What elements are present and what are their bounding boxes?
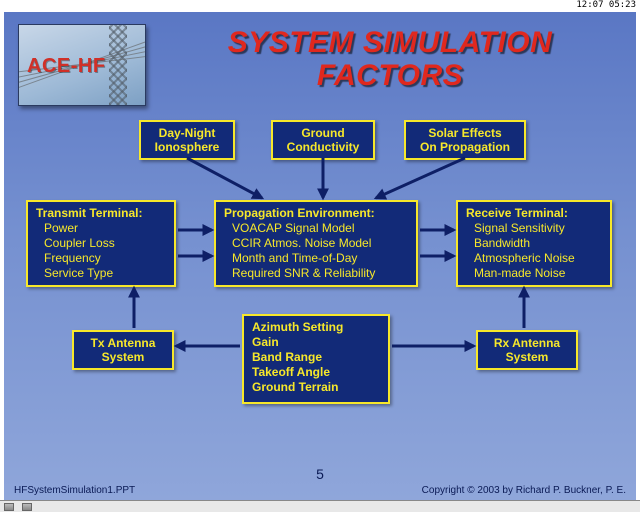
box-line: Solar Effects <box>414 126 516 140</box>
box-line: Rx Antenna <box>486 336 568 350</box>
footer-filename: HFSystemSimulation1.PPT <box>14 485 135 496</box>
title-line-1: SYSTEM SIMULATION <box>228 26 553 59</box>
arrow <box>376 158 465 198</box>
box-line: Coupler Loss <box>36 236 166 251</box>
status-bar <box>0 500 640 512</box>
arrow <box>187 158 262 198</box>
box-line: Bandwidth <box>466 236 602 251</box>
slide-canvas: ACE-HF SYSTEM SIMULATION FACTORS Day-Nig… <box>4 12 636 500</box>
box-line: CCIR Atmos. Noise Model <box>224 236 408 251</box>
box-line: Azimuth Setting <box>252 320 380 335</box>
box-rx-antenna: Rx Antenna System <box>476 330 578 370</box>
box-line: On Propagation <box>414 140 516 154</box>
box-line: Month and Time-of-Day <box>224 251 408 266</box>
title-line-2: FACTORS <box>317 59 463 92</box>
box-receive-terminal: Receive Terminal: Signal SensitivityBand… <box>456 200 612 287</box>
logo-image: ACE-HF <box>18 24 146 106</box>
footer-copyright: Copyright © 2003 by Richard P. Buckner, … <box>422 485 626 496</box>
statusbar-icon <box>22 503 32 511</box>
logo-tower <box>109 24 127 105</box>
box-line: Atmospheric Noise <box>466 251 602 266</box>
box-line: Band Range <box>252 350 380 365</box>
box-line: Frequency <box>36 251 166 266</box>
box-line: Conductivity <box>281 140 365 154</box>
box-transmit-terminal: Transmit Terminal: PowerCoupler LossFreq… <box>26 200 176 287</box>
box-antenna-params: Azimuth SettingGainBand RangeTakeoff Ang… <box>242 314 390 404</box>
box-tx-antenna: Tx Antenna System <box>72 330 174 370</box>
timestamp-label: 12:07 05:23 <box>574 0 638 10</box>
box-line: Required SNR & Reliability <box>224 266 408 281</box>
box-solar-effects: Solar Effects On Propagation <box>404 120 526 160</box>
slide-number: 5 <box>4 466 636 482</box>
box-line: VOACAP Signal Model <box>224 221 408 236</box>
box-ground-conductivity: Ground Conductivity <box>271 120 375 160</box>
box-line: Service Type <box>36 266 166 281</box>
box-line: Tx Antenna <box>82 336 164 350</box>
box-line: Takeoff Angle <box>252 365 380 380</box>
box-line: System <box>82 350 164 364</box>
box-header: Transmit Terminal: <box>36 206 166 221</box>
box-header: Propagation Environment: <box>224 206 408 221</box>
slide-title: SYSTEM SIMULATION FACTORS <box>164 26 616 92</box>
app-frame: 12:07 05:23 ACE-HF SYSTEM SIMULATION FAC… <box>0 0 640 512</box>
box-line: System <box>486 350 568 364</box>
box-day-night-ionosphere: Day-Night Ionosphere <box>139 120 235 160</box>
box-header: Receive Terminal: <box>466 206 602 221</box>
box-line: Day-Night <box>149 126 225 140</box>
box-propagation-environment: Propagation Environment: VOACAP Signal M… <box>214 200 418 287</box>
box-line: Power <box>36 221 166 236</box>
box-line: Ionosphere <box>149 140 225 154</box>
box-line: Man-made Noise <box>466 266 602 281</box>
logo-text: ACE-HF <box>27 55 106 78</box>
box-line: Gain <box>252 335 380 350</box>
box-line: Ground Terrain <box>252 380 380 395</box>
box-line: Ground <box>281 126 365 140</box>
box-line: Signal Sensitivity <box>466 221 602 236</box>
statusbar-icon <box>4 503 14 511</box>
